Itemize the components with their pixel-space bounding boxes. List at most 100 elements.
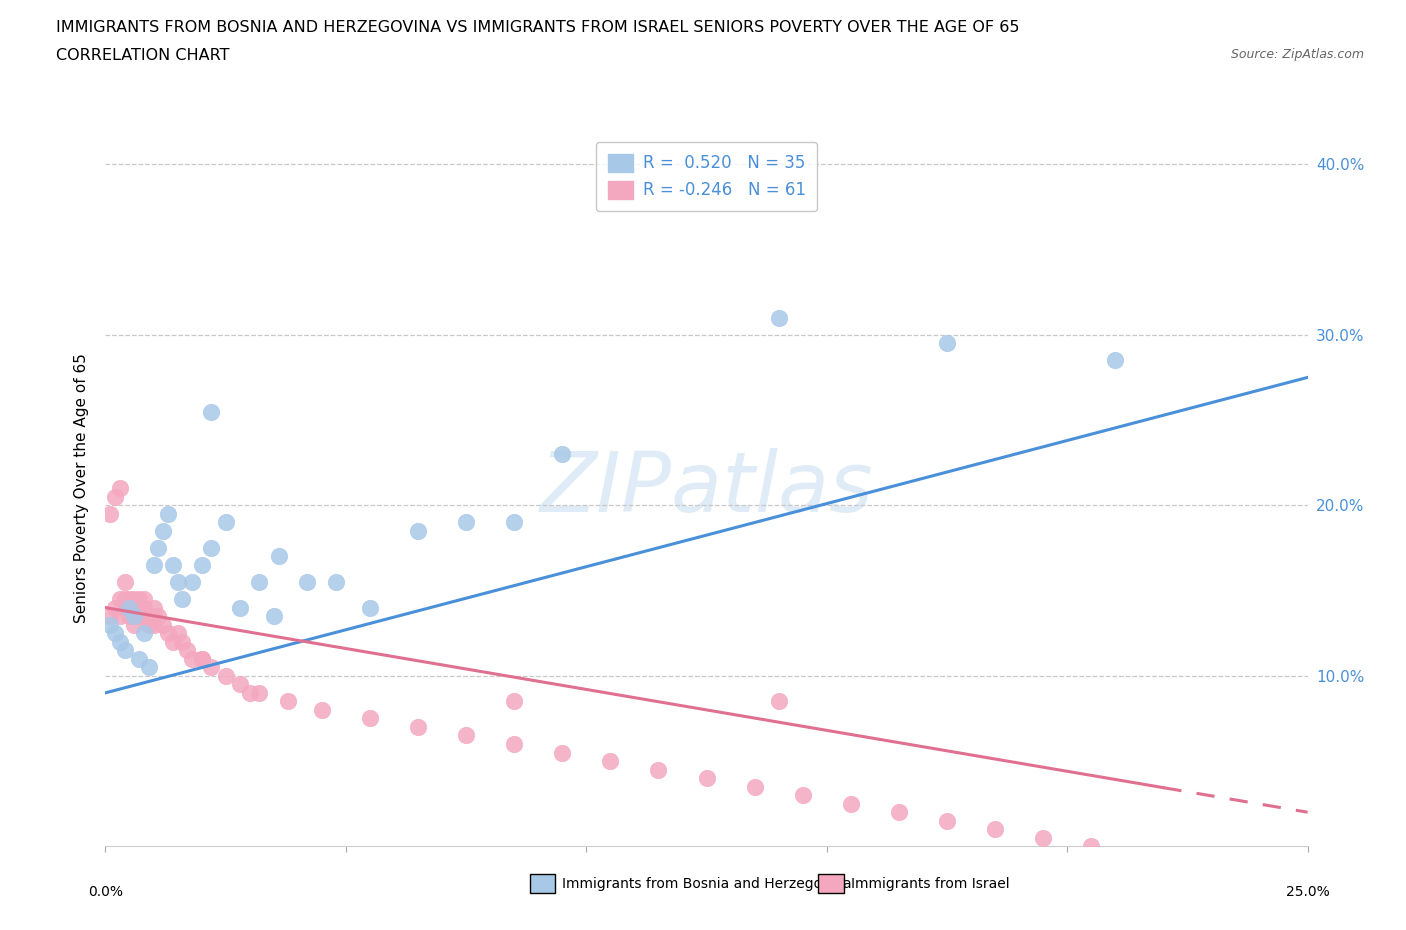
Text: CORRELATION CHART: CORRELATION CHART [56, 48, 229, 63]
Point [128, 600, 150, 615]
Point [936, 813, 959, 829]
Point [132, 591, 155, 606]
Point [325, 575, 347, 590]
Point [1128, 847, 1150, 862]
Point [311, 702, 333, 717]
Point [551, 745, 574, 760]
Point [142, 558, 165, 573]
Point [142, 609, 165, 624]
Point [128, 651, 150, 666]
Point [744, 779, 766, 794]
Point [132, 609, 155, 624]
Point [190, 558, 212, 573]
Point [172, 634, 194, 649]
Legend: R =  0.520   N = 35, R = -0.246   N = 61: R = 0.520 N = 35, R = -0.246 N = 61 [596, 142, 817, 211]
Point [104, 489, 127, 504]
Point [124, 618, 146, 632]
Point [114, 643, 136, 658]
Point [190, 651, 212, 666]
Point [696, 771, 718, 786]
Point [118, 600, 141, 615]
Point [108, 481, 131, 496]
Point [359, 711, 381, 726]
Point [118, 600, 141, 615]
Point [142, 618, 165, 632]
Point [406, 720, 429, 735]
Point [104, 600, 127, 615]
Text: IMMIGRANTS FROM BOSNIA AND HERZEGOVINA VS IMMIGRANTS FROM ISRAEL SENIORS POVERTY: IMMIGRANTS FROM BOSNIA AND HERZEGOVINA V… [56, 20, 1019, 35]
Point [247, 685, 270, 700]
Y-axis label: Seniors Poverty Over the Age of 65: Seniors Poverty Over the Age of 65 [75, 353, 90, 623]
Point [148, 540, 170, 555]
Point [104, 626, 127, 641]
Point [162, 558, 184, 573]
Point [239, 685, 262, 700]
Point [406, 524, 429, 538]
Point [200, 540, 222, 555]
Point [1104, 353, 1126, 368]
Point [162, 634, 184, 649]
Point [1080, 839, 1102, 854]
Point [200, 405, 222, 419]
Point [114, 591, 136, 606]
Point [156, 507, 179, 522]
Point [647, 763, 669, 777]
Point [181, 575, 204, 590]
Point [152, 524, 174, 538]
Point [768, 311, 790, 325]
Point [114, 575, 136, 590]
Point [267, 549, 290, 564]
Point [263, 609, 285, 624]
Point [132, 626, 155, 641]
Point [181, 651, 204, 666]
Point [142, 600, 165, 615]
Point [839, 796, 862, 811]
Point [98, 507, 121, 522]
Text: 25.0%: 25.0% [1285, 885, 1330, 899]
Point [1032, 830, 1054, 845]
Text: Immigrants from Israel: Immigrants from Israel [851, 876, 1010, 891]
Text: Source: ZipAtlas.com: Source: ZipAtlas.com [1230, 48, 1364, 61]
Point [984, 822, 1007, 837]
Point [138, 609, 160, 624]
Point [792, 788, 814, 803]
Point [247, 575, 270, 590]
Point [128, 591, 150, 606]
Point [124, 591, 146, 606]
Point [503, 515, 526, 530]
Point [156, 626, 179, 641]
Point [887, 804, 910, 819]
Point [108, 591, 131, 606]
Point [454, 728, 477, 743]
Point [172, 591, 194, 606]
Point [166, 626, 188, 641]
Text: 0.0%: 0.0% [89, 885, 122, 899]
Point [503, 694, 526, 709]
Point [229, 600, 252, 615]
Point [148, 609, 170, 624]
Point [118, 591, 141, 606]
Point [124, 609, 146, 624]
Point [108, 609, 131, 624]
Point [503, 737, 526, 751]
Point [98, 609, 121, 624]
Point [297, 575, 319, 590]
Point [454, 515, 477, 530]
Point [768, 694, 790, 709]
Point [118, 609, 141, 624]
Point [176, 643, 198, 658]
Point [132, 600, 155, 615]
Point [551, 446, 574, 461]
Point [214, 669, 236, 684]
Point [128, 609, 150, 624]
Point [138, 660, 160, 675]
Point [936, 336, 959, 351]
Point [166, 575, 188, 590]
Text: ZIPatlas: ZIPatlas [540, 447, 873, 529]
Text: Immigrants from Bosnia and Herzegovina: Immigrants from Bosnia and Herzegovina [562, 876, 852, 891]
Point [277, 694, 299, 709]
Point [152, 618, 174, 632]
Point [98, 618, 121, 632]
Point [108, 634, 131, 649]
Point [599, 753, 621, 768]
